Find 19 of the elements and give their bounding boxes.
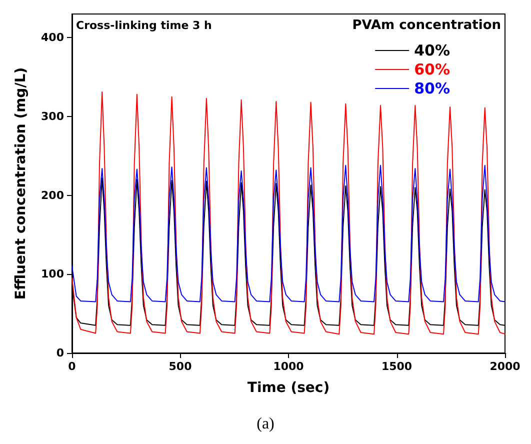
legend-label: 40%: [414, 42, 450, 60]
annotation: Cross-linking time 3 h: [76, 19, 212, 32]
x-tick-label: 1500: [381, 360, 412, 373]
x-tick-label: 0: [68, 360, 76, 373]
line-series: [72, 164, 506, 302]
y-tick-label: 0: [56, 346, 64, 360]
text: (a): [256, 416, 274, 432]
y-tick-label: 400: [41, 31, 64, 44]
legend-label: 60%: [414, 60, 450, 78]
x-axis-title: Time (sec): [247, 380, 330, 396]
x-tick-label: 2000: [490, 360, 521, 373]
legend-title: PVAm concentration: [352, 18, 501, 33]
y-tick-label: 300: [41, 110, 64, 123]
legend-label: 80%: [414, 80, 450, 98]
x-tick-label: 1000: [273, 360, 304, 373]
x-tick-label: 500: [168, 360, 192, 373]
y-tick-label: 200: [41, 188, 64, 202]
y-tick-label: 100: [41, 268, 64, 281]
y-axis-title: Effluent concentration (mg/L): [13, 67, 29, 300]
